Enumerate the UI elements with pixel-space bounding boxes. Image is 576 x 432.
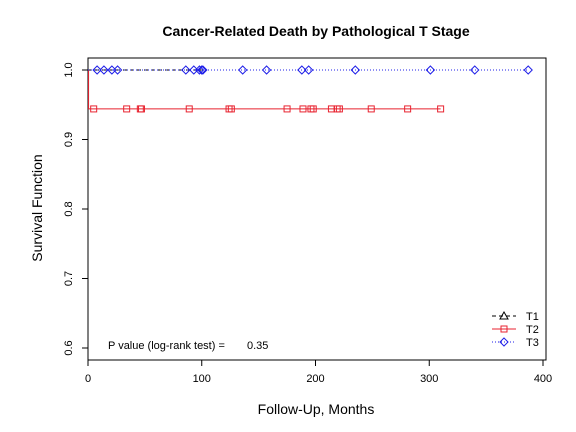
series-t3-point: [194, 65, 205, 75]
series-t3-point: [261, 65, 272, 75]
series-t2-point: [283, 105, 291, 113]
series-t3-point: [197, 65, 207, 75]
series-t3-point: [237, 65, 248, 75]
plot-frame: [87, 57, 547, 361]
series-t3: [88, 65, 533, 75]
series-t2-line: [88, 69, 441, 110]
series-t2-point: [367, 105, 375, 113]
series-t2-point: [335, 105, 343, 113]
series-t2-point: [299, 105, 307, 113]
y-tick-label: 0.9: [63, 132, 75, 147]
series-t3-point: [523, 65, 533, 75]
x-axis-label: Follow-Up, Months: [258, 401, 375, 417]
legend-item-t1: T1: [492, 310, 539, 323]
x-tick-label: 400: [534, 373, 552, 385]
series-t2-point: [309, 105, 317, 113]
legend-marker: [500, 325, 508, 333]
y-axis-label: Survival Function: [29, 154, 45, 261]
series-t2-point: [90, 105, 98, 113]
x-tick-label: 300: [420, 373, 438, 385]
series-t3-point: [198, 65, 208, 75]
legend-marker: [499, 337, 509, 347]
series-t3-point: [99, 65, 109, 75]
series-t3-point: [92, 65, 102, 75]
pvalue-annotation: P value (log-rank test) = 0.35: [108, 340, 268, 352]
y-tick-label: 0.6: [63, 340, 75, 355]
series-layer: [88, 65, 533, 113]
series-t3-point: [297, 65, 307, 75]
pvalue-label: P value (log-rank test) =: [108, 340, 225, 352]
series-t2-point: [123, 105, 131, 113]
x-tick-label: 100: [193, 373, 211, 385]
x-axis: 0 100 200 300 400: [85, 360, 552, 385]
legend-label: T1: [526, 311, 539, 323]
series-t2-point: [404, 105, 412, 113]
legend-marker: [499, 310, 509, 320]
legend-item-t2: T2: [492, 324, 539, 336]
x-tick-label: 0: [85, 373, 91, 385]
series-t2-point: [437, 105, 445, 113]
y-tick-label: 0.7: [63, 271, 75, 286]
pvalue-value: 0.35: [247, 340, 268, 352]
x-tick-label: 200: [306, 373, 324, 385]
series-t2-point: [137, 105, 145, 113]
series-t2-point: [185, 105, 193, 113]
series-t2-point: [227, 105, 235, 113]
y-tick-label: 0.8: [63, 201, 75, 216]
series-t2: [88, 69, 445, 113]
series-t3-point: [470, 65, 480, 75]
series-t3-point: [112, 65, 123, 75]
legend-label: T2: [526, 324, 539, 336]
series-t3-point: [181, 65, 191, 75]
legend-label: T3: [526, 337, 539, 349]
series-t3-point: [425, 65, 436, 75]
legend-item-t3: T3: [492, 337, 539, 349]
series-t3-point: [350, 65, 361, 75]
chart-title: Cancer-Related Death by Pathological T S…: [162, 23, 470, 39]
y-tick-label: 1.0: [63, 62, 75, 77]
series-t3-point: [303, 65, 314, 75]
y-axis: 0.6 0.7 0.8 0.9 1.0: [63, 62, 88, 356]
